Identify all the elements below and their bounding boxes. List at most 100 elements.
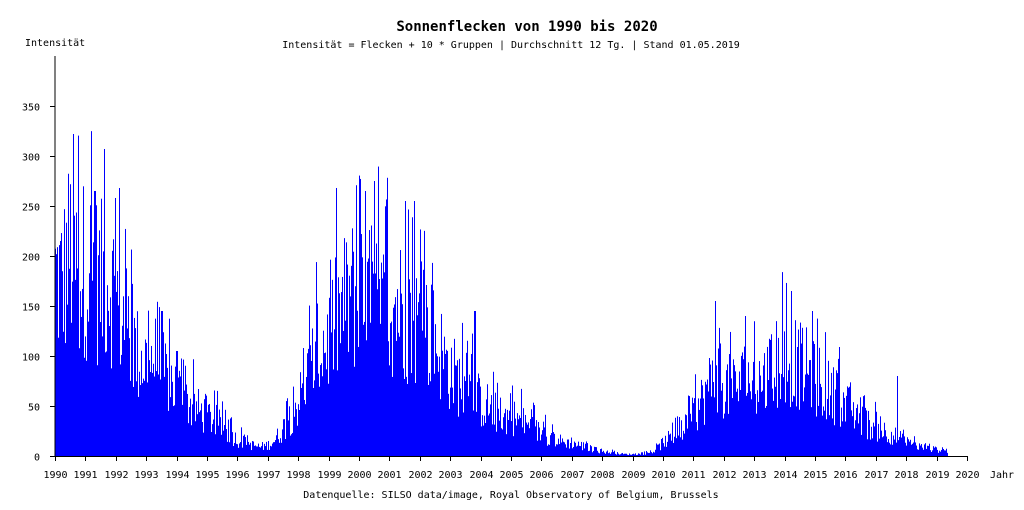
sunspot-bar [122, 325, 123, 456]
sunspot-bar [881, 430, 882, 456]
sunspot-bar [142, 383, 143, 456]
sunspot-bar [657, 444, 658, 456]
y-tick-label: 150 [22, 303, 40, 314]
sunspot-bar [313, 387, 314, 456]
sunspot-bar [822, 415, 823, 456]
sunspot-bar [691, 421, 692, 456]
sunspot-bar [106, 351, 107, 456]
sunspot-bar [159, 307, 160, 456]
sunspot-bar [473, 410, 474, 456]
sunspot-bar [819, 347, 820, 456]
sunspot-bar [214, 390, 215, 456]
sunspot-bar [614, 450, 615, 456]
sunspot-bar [662, 437, 663, 456]
sunspot-bar [197, 414, 198, 456]
sunspot-bar [591, 446, 592, 456]
sunspot-bar [94, 191, 95, 456]
sunspot-bar [193, 359, 194, 456]
sunspot-bar [638, 453, 639, 456]
sunspot-bar [113, 239, 114, 456]
sunspot-bar [683, 430, 684, 456]
sunspot-bar [468, 396, 469, 456]
sunspot-bar [460, 388, 461, 456]
sunspot-bar [459, 358, 460, 456]
sunspot-bar [946, 448, 947, 456]
x-tick-label: 2013 [742, 470, 766, 481]
sunspot-bar [905, 442, 906, 456]
sunspot-bar [503, 417, 504, 456]
sunspot-bar [501, 428, 502, 456]
sunspot-bar [772, 388, 773, 456]
sunspot-bar [369, 230, 370, 456]
sunspot-bar [169, 318, 170, 456]
sunspot-bar [333, 369, 334, 456]
sunspot-bar [633, 453, 634, 456]
sunspot-bar [571, 437, 572, 456]
sunspot-bar [936, 447, 937, 456]
sunspot-bar [677, 416, 678, 456]
sunspot-bar [112, 250, 113, 456]
sunspot-bar [342, 276, 343, 456]
sunspot-bar [942, 447, 943, 456]
sunspot-bar [533, 402, 534, 456]
sunspot-bar [903, 429, 904, 456]
sunspot-bar [406, 376, 407, 456]
sunspot-bar [565, 444, 566, 456]
sunspot-bar [439, 356, 440, 456]
sunspot-bar [535, 426, 536, 456]
sunspot-bar [118, 305, 119, 456]
sunspot-bar [763, 365, 764, 456]
sunspot-bar [348, 351, 349, 456]
sunspot-bar [864, 395, 865, 456]
sunspot-bar [877, 441, 878, 456]
sunspot-bar [761, 391, 762, 456]
sunspot-bar [575, 442, 576, 456]
sunspot-bar [210, 411, 211, 456]
sunspot-bar [219, 409, 220, 456]
chart-title: Sonnenflecken von 1990 bis 2020 [396, 19, 657, 35]
sunspot-bar [111, 368, 112, 456]
axes-group: 0 50 100 150 200 250 300 350 1990 1991 1992 1993 199… [22, 56, 980, 481]
sunspot-bar [560, 434, 561, 456]
sunspot-bar [926, 448, 927, 456]
sunspot-bar [687, 428, 688, 456]
sunspot-bar [754, 321, 755, 456]
sunspot-bar [227, 441, 228, 456]
sunspot-bar [793, 395, 794, 456]
sunspot-bar [721, 390, 722, 456]
sunspot-bar [435, 324, 436, 456]
x-tick-label: 1996 [225, 470, 249, 481]
sunspot-bar [143, 378, 144, 456]
sunspot-bar [578, 441, 579, 456]
sunspot-bar [246, 444, 247, 456]
sunspot-bar [185, 365, 186, 456]
sunspot-bar [873, 422, 874, 456]
sunspot-bar [100, 322, 101, 456]
sunspot-bar [897, 376, 898, 456]
x-tick-label: 1993 [134, 470, 158, 481]
sunspot-bar [694, 398, 695, 456]
sunspot-bar [935, 446, 936, 456]
sunspot-bar [784, 331, 785, 456]
sunspot-bar [341, 292, 342, 456]
sunspot-bar [532, 417, 533, 456]
sunspot-bar [101, 198, 102, 456]
sunspot-bar [88, 321, 89, 456]
sunspot-bar [367, 261, 368, 456]
sunspot-bar [418, 302, 419, 456]
sunspot-bar [639, 453, 640, 456]
sunspot-bar [425, 337, 426, 456]
sunspot-bar [821, 387, 822, 456]
sunspot-bar [444, 336, 445, 456]
sunspot-bar [256, 446, 257, 456]
x-tick-label: 2008 [590, 470, 614, 481]
sunspot-bar [301, 387, 302, 456]
sunspot-bar [282, 429, 283, 456]
sunspot-bar [174, 405, 175, 456]
x-tick-label: 2006 [529, 470, 553, 481]
y-tick-label: 250 [22, 203, 40, 214]
sunspot-bar [492, 424, 493, 456]
sunspot-bar [229, 442, 230, 456]
sunspot-bar [570, 443, 571, 456]
sunspot-bar [281, 442, 282, 456]
